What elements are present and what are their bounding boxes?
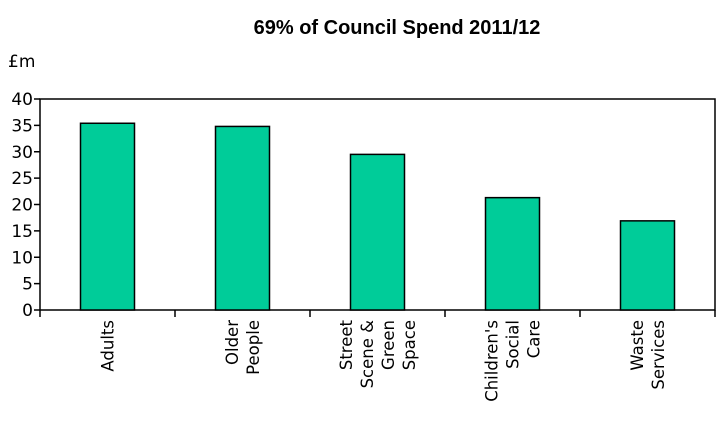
- category-label: Space: [400, 320, 419, 370]
- bar-0: [79, 122, 136, 311]
- y-tick-label: 30: [11, 143, 33, 163]
- category-label: People: [244, 320, 263, 375]
- category-label: Children's: [483, 320, 502, 402]
- category-label: Waste: [628, 320, 647, 371]
- bar-3: [484, 196, 541, 311]
- y-tick-label: 10: [11, 248, 33, 268]
- y-tick-label: 5: [22, 275, 33, 295]
- category-label: Social: [504, 320, 523, 369]
- bar-4: [619, 220, 676, 311]
- category-label: Scene &: [358, 320, 377, 389]
- y-tick-label: 15: [11, 222, 33, 242]
- category-label: Green: [379, 320, 398, 370]
- category-label: Older: [223, 320, 242, 365]
- category-label: Street: [337, 319, 356, 370]
- y-axis-unit-label: £m: [8, 52, 35, 72]
- y-tick-label: 40: [11, 90, 33, 110]
- bar-1: [214, 125, 271, 311]
- category-label: Services: [649, 320, 668, 390]
- y-tick-label: 0: [22, 301, 33, 321]
- chart-title: 69% of Council Spend 2011/12: [254, 17, 541, 39]
- y-tick-label: 25: [11, 169, 33, 189]
- category-label: Care: [525, 320, 544, 358]
- y-tick-label: 35: [11, 116, 33, 136]
- bar-2: [349, 153, 406, 311]
- y-tick-label: 20: [11, 196, 33, 216]
- category-label: Adults: [99, 320, 118, 372]
